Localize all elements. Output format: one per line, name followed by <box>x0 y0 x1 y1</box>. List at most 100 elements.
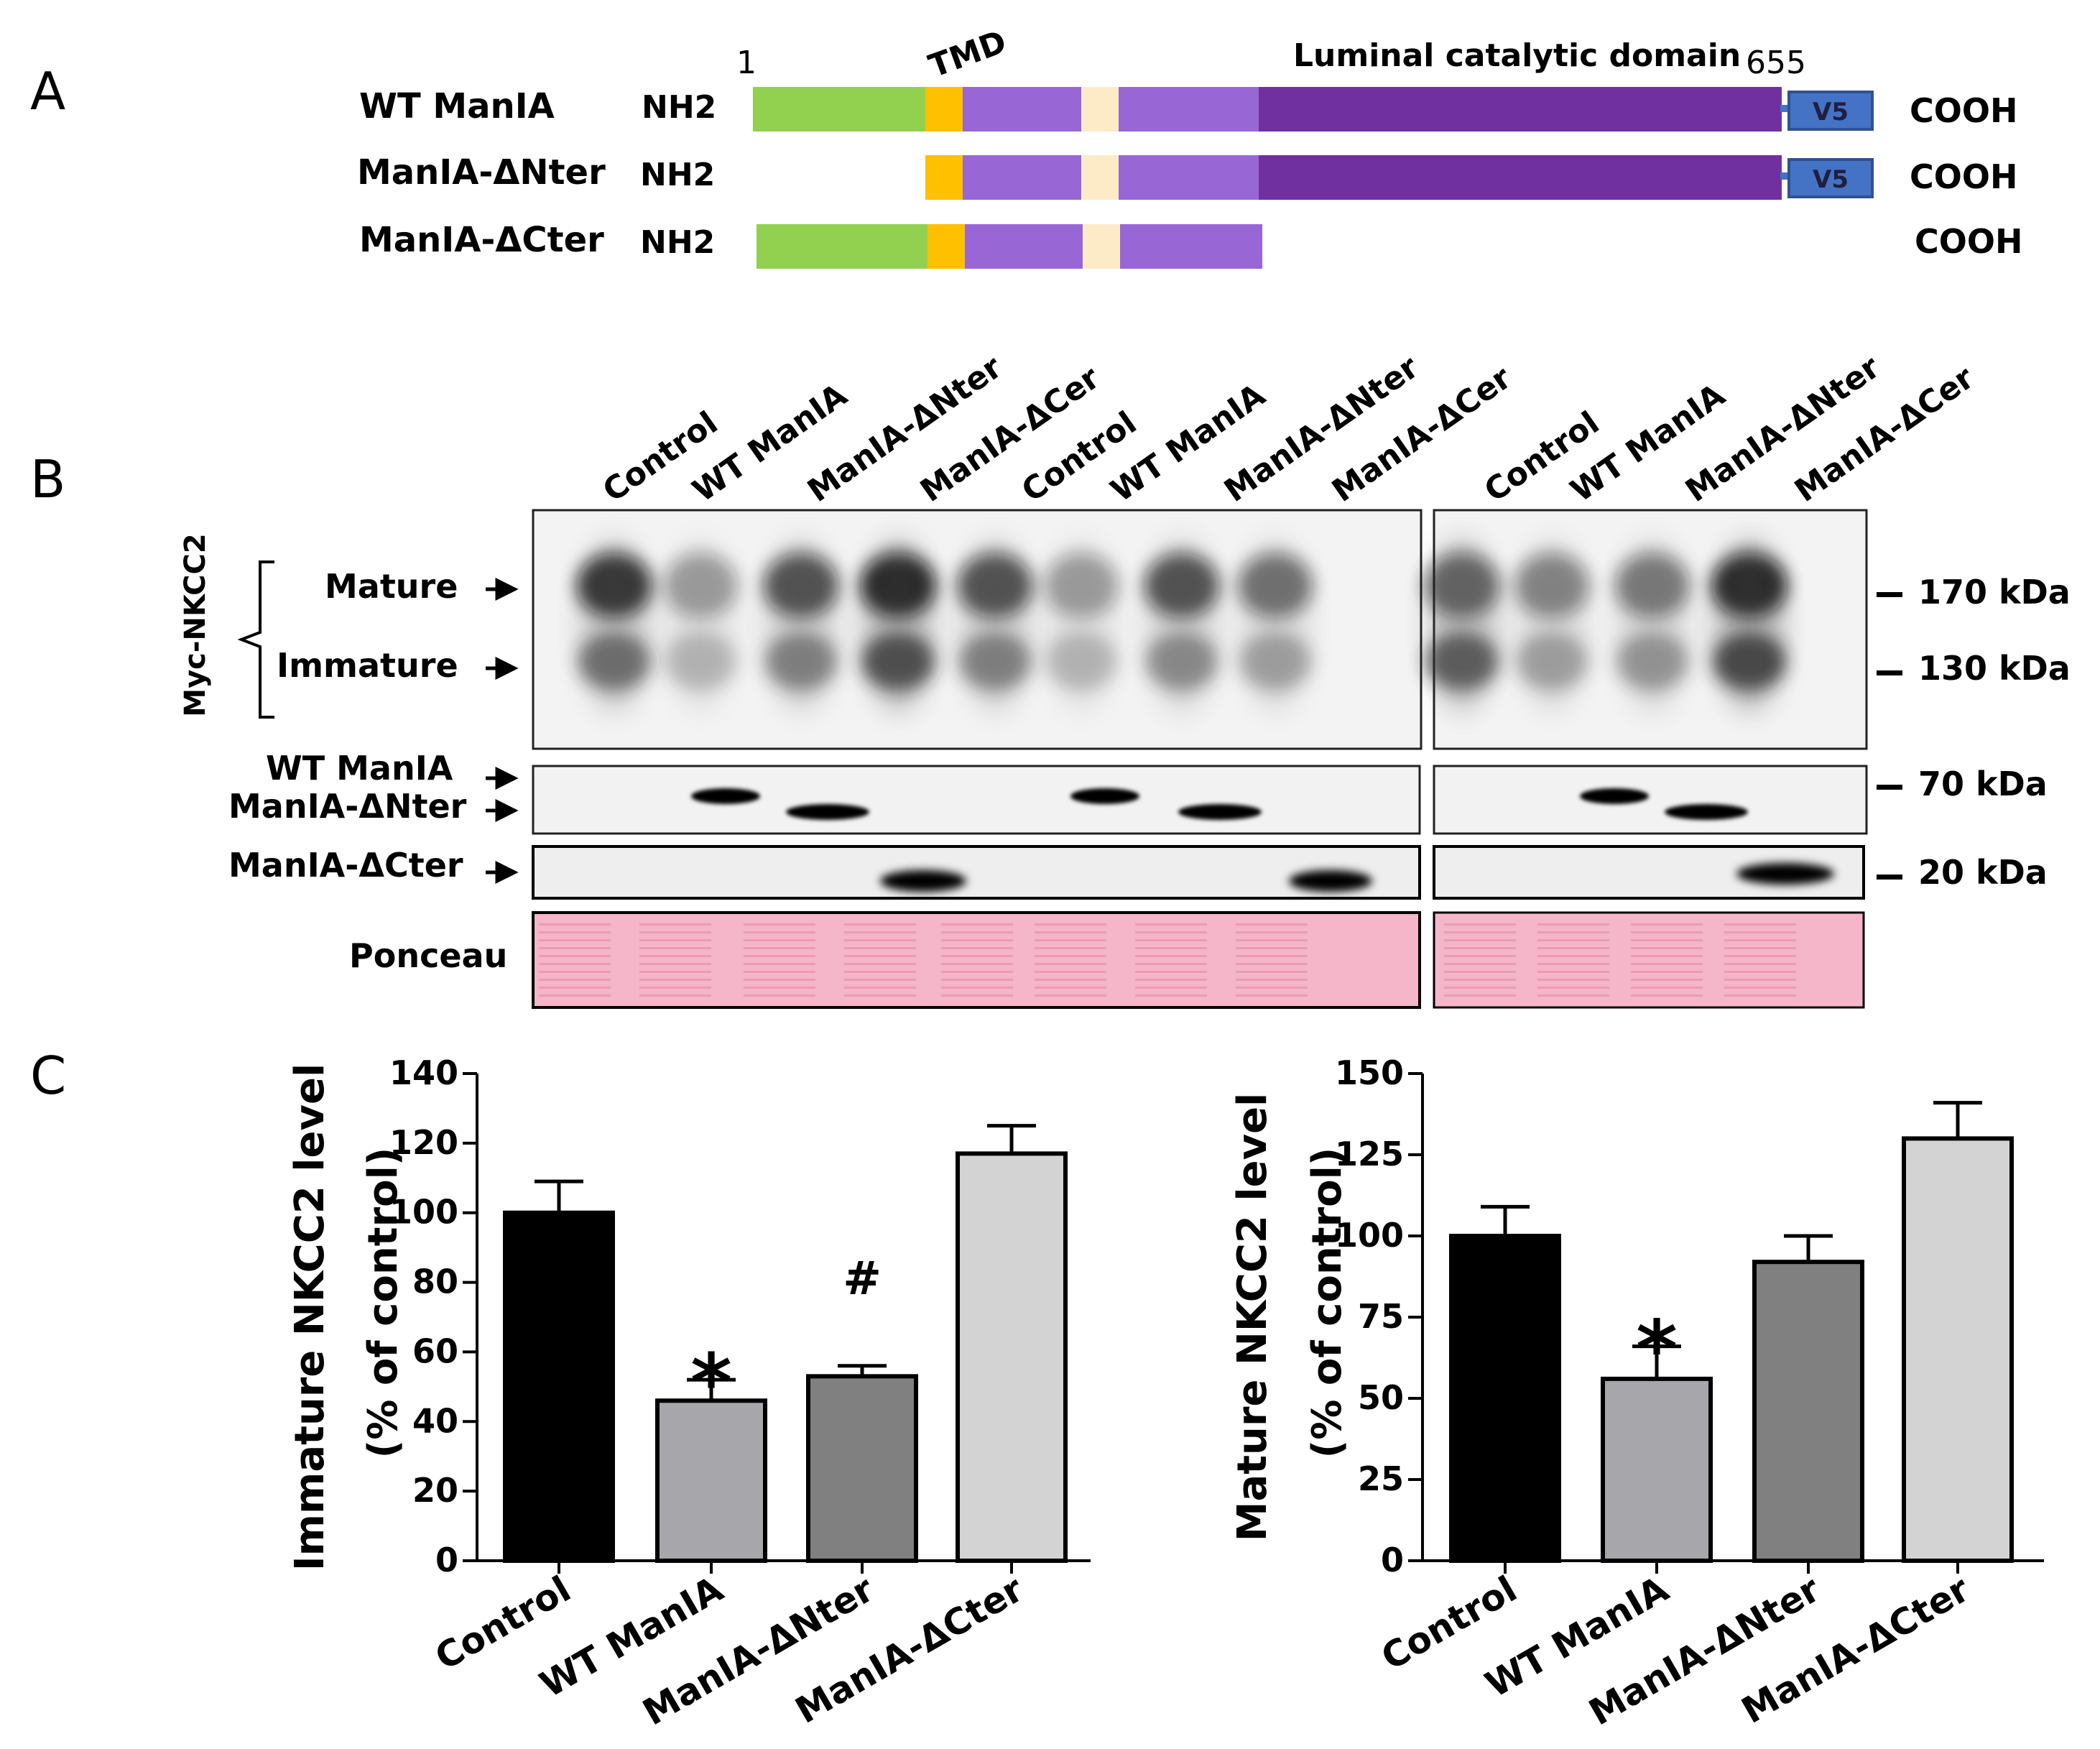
catalytic-domain <box>1259 155 1782 200</box>
ponceau-stripe <box>639 971 711 973</box>
ponceau-stripe <box>1724 955 1796 957</box>
ponceau-stripe <box>1236 947 1308 949</box>
stem-domain-2 <box>1119 87 1259 131</box>
construct-name: WT ManIA <box>359 86 555 126</box>
ponceau-stripe <box>1537 931 1609 933</box>
marker-tick <box>1877 785 1902 790</box>
y-tick-label: 100 <box>389 1193 458 1232</box>
ponceau-stripe <box>1035 963 1106 965</box>
ponceau-stripe <box>941 963 1013 965</box>
ponceau-stripe <box>941 987 1013 989</box>
ponceau-stripe <box>941 931 1013 933</box>
wt-mania-band <box>1070 788 1139 804</box>
lane-label: ManIA-ΔNter <box>1218 349 1425 509</box>
smear <box>961 539 1030 711</box>
cytosolic-domain <box>753 87 925 131</box>
ponceau-stripe <box>844 987 916 989</box>
ponceau-stripe <box>639 931 711 933</box>
y-tick-label: 50 <box>1358 1378 1404 1417</box>
dcter-band <box>1289 870 1372 892</box>
ponceau-stripe <box>1444 987 1516 989</box>
ponceau-stripe <box>744 947 815 949</box>
ponceau-stripe <box>1631 939 1703 941</box>
ponceau-stripe <box>1537 955 1609 957</box>
immature-arrow <box>486 656 519 680</box>
y-tick-label: 0 <box>435 1541 458 1579</box>
ponceau-stripe <box>941 971 1013 973</box>
ponceau-stripe <box>1537 939 1609 941</box>
ponceau-stripe <box>539 987 611 989</box>
ponceau-stripe <box>1724 995 1796 997</box>
ponceau-stripe <box>1631 955 1703 957</box>
ponceau-stripe <box>1135 923 1207 926</box>
ponceau-stripe <box>844 979 916 981</box>
bar <box>1902 1136 2014 1563</box>
dnter-band <box>1178 804 1262 820</box>
ponceau-stripe <box>1035 931 1106 933</box>
ponceau-stripe <box>539 963 611 965</box>
marker-170: 170 kDa <box>1918 573 2071 612</box>
construct-row-wt: WT ManIA NH2 V5 COOH <box>359 86 2017 131</box>
bar <box>1601 1376 1713 1563</box>
ponceau-stripe <box>639 995 711 997</box>
ponceau-stripe <box>744 955 815 957</box>
ponceau-stripe <box>1135 931 1207 933</box>
y-axis-subtitle: (% of control) <box>360 1148 407 1459</box>
construct-row-dnter: ManIA-ΔNter NH2 V5 COOH <box>357 152 2017 200</box>
end-residue-label: 655 <box>1746 45 1806 81</box>
ponceau-stripe <box>1537 963 1609 965</box>
ponceau-stripe <box>941 939 1013 941</box>
ponceau-stripe <box>1135 971 1207 973</box>
ponceau-stripe <box>539 947 611 949</box>
cooh-label: COOH <box>1910 157 2017 196</box>
ponceau-stripe <box>539 979 611 981</box>
ponceau-stripe <box>1724 979 1796 981</box>
tmd-domain <box>925 87 963 131</box>
ponceau-stripe <box>1236 987 1308 989</box>
smear <box>1618 539 1687 711</box>
dnter-band-arrow <box>486 798 519 823</box>
ponceau-stripe <box>1631 971 1703 973</box>
ponceau-stripe <box>1444 923 1516 926</box>
smear <box>580 539 649 711</box>
significance-marker: # <box>843 1252 882 1306</box>
ponceau-stripe <box>941 979 1013 981</box>
mature-label: Mature <box>325 567 458 606</box>
ponceau-stripe <box>1236 955 1308 957</box>
ponceau-stripe <box>1444 931 1516 933</box>
wt-mania-band <box>1580 788 1649 804</box>
y-tick-label: 25 <box>1358 1459 1404 1498</box>
ponceau-stripe <box>1444 995 1516 997</box>
ponceau-stripe <box>1236 979 1308 981</box>
ponceau-stripe <box>844 923 916 926</box>
ponceau-stripe <box>1236 995 1308 997</box>
nkcc2-blot <box>532 509 1868 750</box>
ponceau-stripe <box>1135 995 1207 997</box>
tmd-domain <box>928 224 965 269</box>
v5-tag <box>1787 158 1874 198</box>
ponceau-stripe <box>539 939 611 941</box>
ponceau-stripe <box>1444 939 1516 941</box>
ponceau-stripe <box>1537 971 1609 973</box>
smear <box>1517 539 1586 711</box>
marker-70: 70 kDa <box>1918 765 2048 803</box>
ponceau-stripe <box>844 931 916 933</box>
nh2-label: NH2 <box>642 89 716 126</box>
cooh-label: COOH <box>1915 222 2022 261</box>
ponceau-stain <box>532 911 1865 1009</box>
dcter-band <box>880 870 966 892</box>
ponceau-stripe <box>1035 955 1106 957</box>
ponceau-stripe <box>1035 995 1106 997</box>
linker-domain <box>1081 87 1119 131</box>
ponceau-stripe <box>1135 979 1207 981</box>
ponceau-stripe <box>1444 955 1516 957</box>
ponceau-stripe <box>1444 971 1516 973</box>
ponceau-stripe <box>744 931 815 933</box>
construct-row-dcter: ManIA-ΔCter NH2 COOH <box>359 220 2022 269</box>
ponceau-stripe <box>539 971 611 973</box>
tag-connector <box>1780 105 1789 112</box>
ponceau-stripe <box>1236 931 1308 933</box>
smear <box>666 539 735 711</box>
